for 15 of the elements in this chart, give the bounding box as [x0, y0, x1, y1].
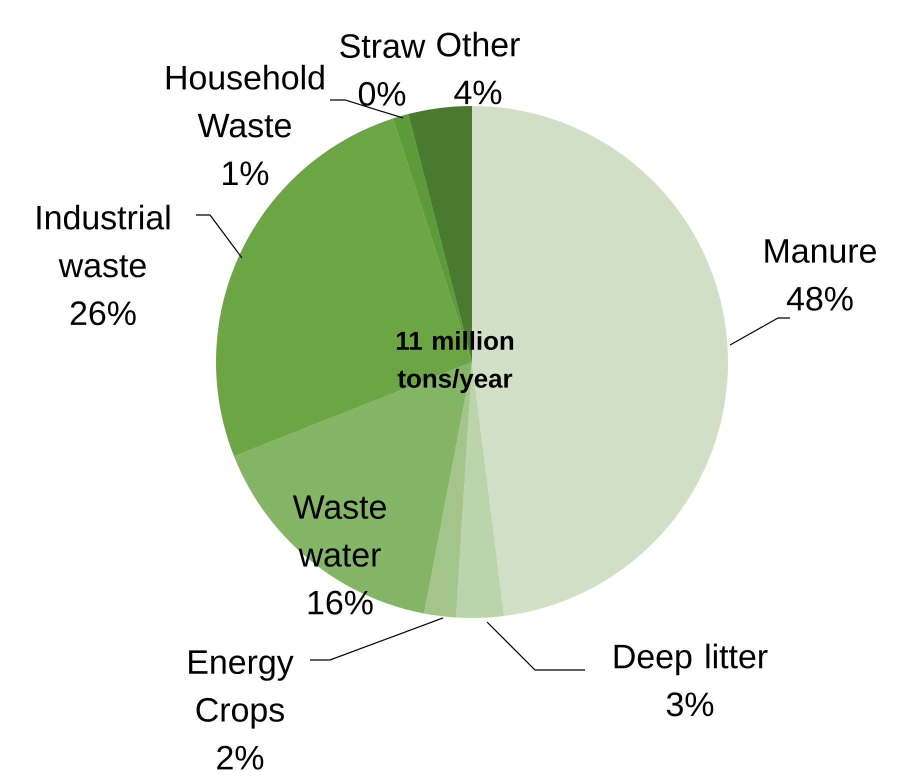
category-label: Straw: [340, 34, 426, 58]
text: 0%: [358, 82, 406, 106]
data-label: 48%: [786, 286, 853, 311]
data-label: 26%: [70, 301, 136, 326]
slice-label: Deep litter: [614, 644, 768, 676]
slice-label: Household Waste: [166, 64, 324, 138]
slice-label: Manure: [765, 239, 876, 263]
data-label: 3%: [666, 692, 714, 716]
data-label: 4%: [454, 80, 502, 104]
data-label: 16%: [308, 590, 373, 615]
data-label: 1%: [223, 161, 268, 186]
slice-label: Industrial waste: [37, 204, 170, 278]
slice-label: Other: [437, 32, 520, 57]
data-label: 2%: [217, 746, 264, 770]
slice-label: Energy Crops: [189, 650, 294, 729]
